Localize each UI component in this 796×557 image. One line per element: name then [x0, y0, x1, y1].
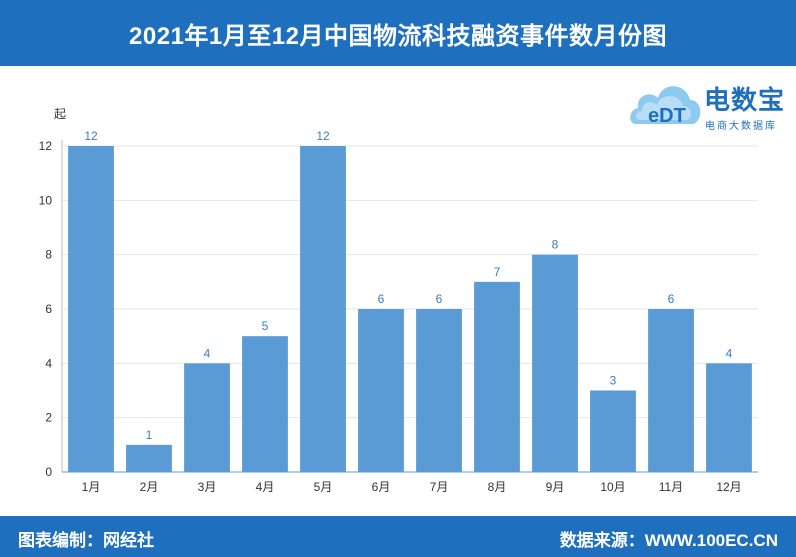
x-tick-label: 11月	[659, 480, 683, 494]
x-tick-label: 5月	[314, 480, 333, 494]
bar	[590, 390, 636, 472]
bar	[474, 281, 520, 472]
footer-bar: 图表编制：网经社 数据来源：WWW.100EC.CN	[0, 516, 796, 557]
bar	[706, 363, 752, 472]
x-tick-label: 4月	[256, 480, 275, 494]
bar	[68, 146, 114, 472]
x-tick-label: 7月	[430, 480, 449, 494]
bar	[184, 363, 230, 472]
data-label: 6	[668, 292, 675, 306]
x-tick-label: 6月	[372, 480, 391, 494]
y-axis-unit: 起	[54, 107, 66, 121]
x-tick-label: 9月	[546, 480, 565, 494]
x-tick-label: 1月	[82, 480, 101, 494]
data-label: 6	[378, 292, 385, 306]
data-label: 4	[726, 346, 733, 360]
data-label: 12	[84, 129, 98, 143]
bar	[242, 336, 288, 472]
logo-name: 电数宝	[704, 85, 786, 115]
bar	[358, 309, 404, 472]
cloud-logo-icon: eDT	[630, 86, 701, 127]
y-tick-label: 4	[45, 356, 52, 370]
data-label: 12	[316, 129, 330, 143]
data-label: 3	[610, 374, 617, 388]
data-label: 8	[552, 238, 559, 252]
x-tick-label: 8月	[488, 480, 507, 494]
data-label: 4	[204, 346, 211, 360]
bar-chart: 0 2 4 6 8 10 12 12 1 4 5 12 6 6 7 8 3 6 4 1月 2月 3月 4月 5月 6月 7月 8…	[39, 107, 758, 494]
data-label: 6	[436, 292, 443, 306]
x-axis: 1月 2月 3月 4月 5月 6月 7月 8月 9月 10月 11月 12月	[62, 471, 758, 494]
logo-badge: eDT	[648, 105, 686, 127]
bars: 12 1 4 5 12 6 6 7 8 3 6 4	[68, 129, 752, 472]
bar	[416, 309, 462, 472]
x-tick-label: 10月	[600, 480, 625, 494]
y-tick-label: 0	[45, 465, 52, 479]
y-axis: 0 2 4 6 8 10 12	[39, 139, 63, 479]
y-tick-label: 8	[45, 248, 52, 262]
x-tick-label: 3月	[198, 480, 217, 494]
x-tick-label: 12月	[716, 480, 741, 494]
chart-title: 2021年1月至12月中国物流科技融资事件数月份图	[129, 22, 667, 50]
bar	[300, 146, 346, 472]
data-label: 1	[146, 428, 153, 442]
y-tick-label: 10	[39, 193, 53, 207]
y-tick-label: 12	[39, 139, 53, 153]
y-tick-label: 6	[45, 302, 52, 316]
bar	[532, 254, 578, 472]
data-label: 7	[494, 265, 501, 279]
footer-credit: 图表编制：网经社	[18, 531, 154, 550]
footer-source: 数据来源：WWW.100EC.CN	[559, 531, 778, 550]
bar	[648, 309, 694, 472]
data-label: 5	[262, 319, 269, 333]
x-tick-label: 2月	[140, 480, 159, 494]
chart-title-bar: 2021年1月至12月中国物流科技融资事件数月份图	[0, 0, 796, 66]
logo-subtitle: 电商大数据库	[705, 121, 777, 132]
bar	[126, 444, 172, 472]
y-tick-label: 2	[45, 411, 52, 425]
